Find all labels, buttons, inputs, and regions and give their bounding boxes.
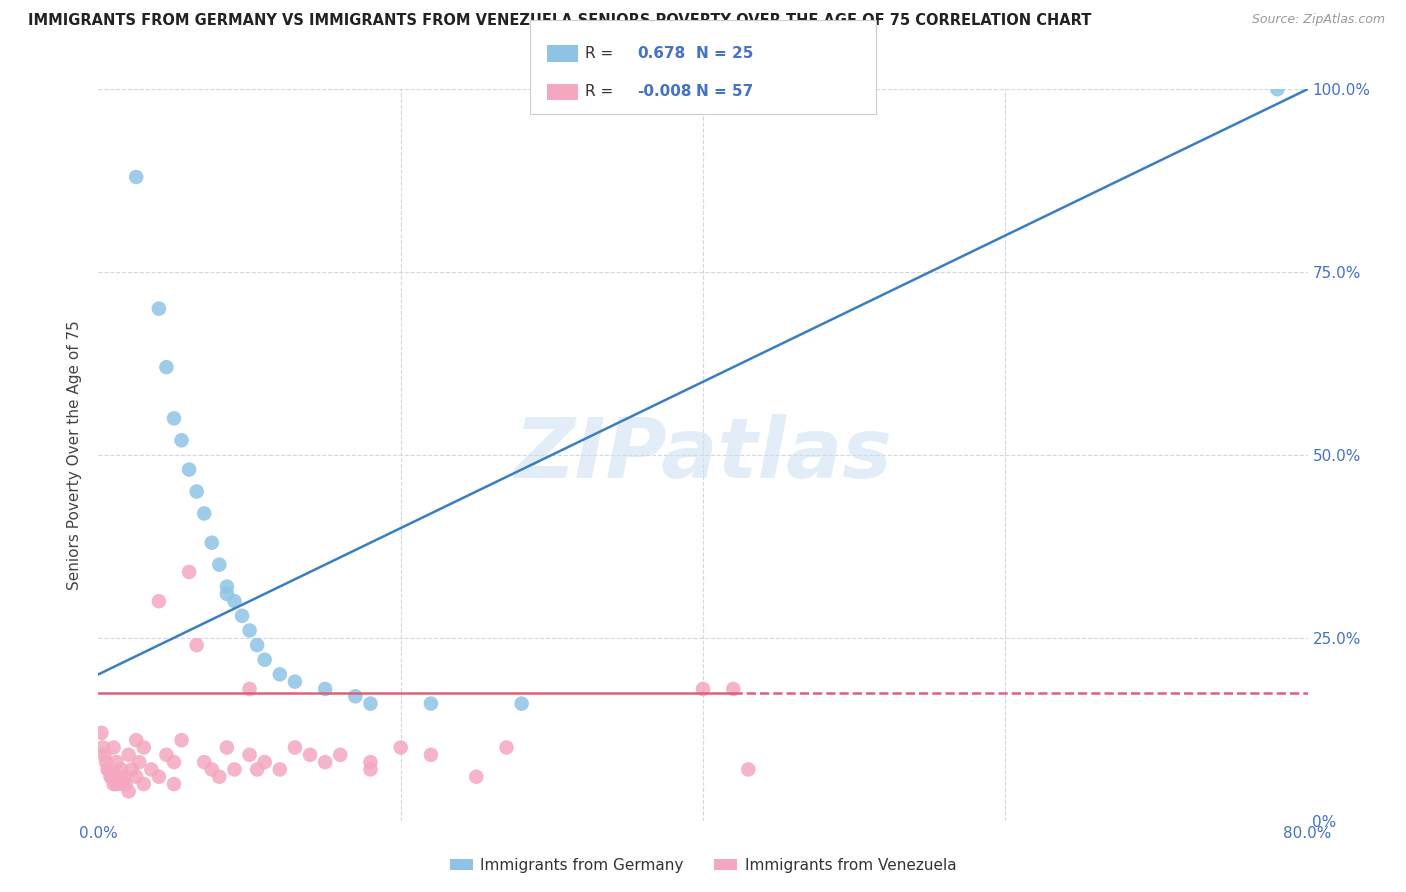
Point — [246, 763, 269, 777]
Point — [253, 653, 276, 667]
Point — [125, 733, 148, 747]
Point — [111, 777, 134, 791]
Point — [155, 360, 177, 375]
Point — [179, 462, 201, 476]
Point — [389, 740, 412, 755]
Point — [125, 770, 148, 784]
Point — [510, 697, 533, 711]
Point — [420, 697, 443, 711]
Point — [299, 747, 322, 762]
Point — [284, 740, 307, 755]
Point — [105, 777, 128, 791]
Point — [108, 770, 131, 784]
Point — [329, 747, 352, 762]
Point — [114, 777, 136, 791]
Point — [360, 697, 382, 711]
Point — [231, 608, 253, 623]
Text: -0.008: -0.008 — [637, 85, 692, 99]
Point — [1267, 82, 1289, 96]
Text: 0.678: 0.678 — [637, 46, 685, 61]
Point — [224, 594, 246, 608]
Point — [163, 777, 186, 791]
Point — [208, 770, 231, 784]
Point — [141, 763, 163, 777]
Point — [360, 763, 382, 777]
Point — [105, 755, 128, 769]
Point — [148, 770, 170, 784]
Point — [148, 594, 170, 608]
Point — [118, 747, 141, 762]
Y-axis label: Seniors Poverty Over the Age of 75: Seniors Poverty Over the Age of 75 — [67, 320, 83, 590]
Point — [179, 565, 201, 579]
Point — [90, 726, 112, 740]
Point — [201, 535, 224, 549]
Point — [112, 770, 135, 784]
Point — [186, 638, 208, 652]
Point — [186, 484, 208, 499]
Point — [239, 624, 262, 638]
Point — [101, 770, 124, 784]
Text: R =: R = — [585, 46, 619, 61]
Point — [170, 733, 193, 747]
Text: R =: R = — [585, 85, 619, 99]
Point — [692, 681, 714, 696]
Point — [239, 747, 262, 762]
Point — [110, 763, 132, 777]
Point — [100, 770, 122, 784]
Point — [495, 740, 517, 755]
Point — [94, 755, 117, 769]
Point — [215, 587, 238, 601]
Point — [420, 747, 443, 762]
Point — [465, 770, 488, 784]
Point — [284, 674, 307, 689]
Point — [269, 667, 291, 681]
Point — [253, 755, 276, 769]
Point — [193, 507, 215, 521]
Point — [163, 755, 186, 769]
Point — [155, 747, 177, 762]
Point — [125, 169, 148, 184]
Point — [91, 740, 114, 755]
Point — [723, 681, 745, 696]
Point — [344, 690, 367, 704]
Point — [118, 784, 141, 798]
Point — [121, 763, 143, 777]
Point — [208, 558, 231, 572]
Point — [215, 740, 238, 755]
Point — [314, 681, 336, 696]
Point — [201, 763, 224, 777]
Point — [98, 763, 121, 777]
Point — [163, 411, 186, 425]
Point — [193, 755, 215, 769]
Point — [215, 580, 238, 594]
Point — [132, 740, 155, 755]
Point — [737, 763, 759, 777]
Point — [96, 763, 118, 777]
Text: ZIPatlas: ZIPatlas — [515, 415, 891, 495]
Point — [224, 763, 246, 777]
Text: N = 57: N = 57 — [696, 85, 754, 99]
Point — [93, 747, 115, 762]
Point — [269, 763, 291, 777]
Text: IMMIGRANTS FROM GERMANY VS IMMIGRANTS FROM VENEZUELA SENIORS POVERTY OVER THE AG: IMMIGRANTS FROM GERMANY VS IMMIGRANTS FR… — [28, 13, 1091, 29]
Point — [170, 434, 193, 448]
Point — [314, 755, 336, 769]
Point — [128, 755, 150, 769]
Point — [103, 740, 125, 755]
Point — [360, 755, 382, 769]
Legend: Immigrants from Germany, Immigrants from Venezuela: Immigrants from Germany, Immigrants from… — [443, 852, 963, 879]
Text: Source: ZipAtlas.com: Source: ZipAtlas.com — [1251, 13, 1385, 27]
Point — [103, 777, 125, 791]
Text: N = 25: N = 25 — [696, 46, 754, 61]
Point — [246, 638, 269, 652]
Point — [148, 301, 170, 316]
Point — [132, 777, 155, 791]
Point — [239, 681, 262, 696]
